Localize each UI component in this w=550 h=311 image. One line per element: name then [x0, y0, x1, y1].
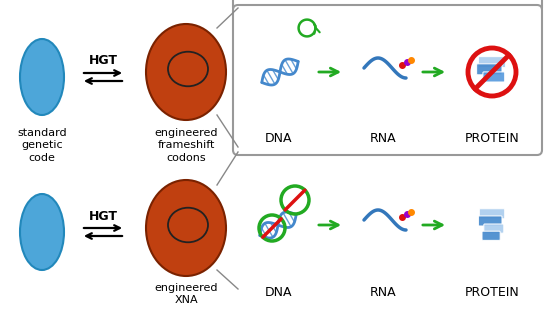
Text: PROTEIN: PROTEIN	[465, 132, 519, 145]
Text: HGT: HGT	[89, 54, 118, 67]
FancyBboxPatch shape	[477, 64, 502, 75]
Text: PROTEIN: PROTEIN	[465, 286, 519, 299]
Text: DNA: DNA	[264, 286, 292, 299]
FancyBboxPatch shape	[233, 5, 542, 155]
Text: standard
genetic
code: standard genetic code	[17, 128, 67, 163]
Text: RNA: RNA	[370, 132, 397, 145]
Text: engineered
frameshift
codons: engineered frameshift codons	[154, 128, 218, 163]
Text: engineered
XNA: engineered XNA	[154, 283, 218, 305]
FancyBboxPatch shape	[484, 224, 504, 233]
Text: HGT: HGT	[89, 210, 118, 222]
FancyBboxPatch shape	[482, 231, 500, 240]
FancyBboxPatch shape	[233, 0, 542, 13]
Ellipse shape	[146, 24, 226, 120]
Text: DNA: DNA	[264, 132, 292, 145]
FancyBboxPatch shape	[479, 209, 505, 219]
Text: RNA: RNA	[370, 286, 397, 299]
Ellipse shape	[20, 194, 64, 270]
FancyBboxPatch shape	[478, 216, 502, 226]
Ellipse shape	[146, 180, 226, 276]
FancyBboxPatch shape	[478, 57, 505, 67]
FancyBboxPatch shape	[483, 72, 505, 82]
Ellipse shape	[20, 39, 64, 115]
